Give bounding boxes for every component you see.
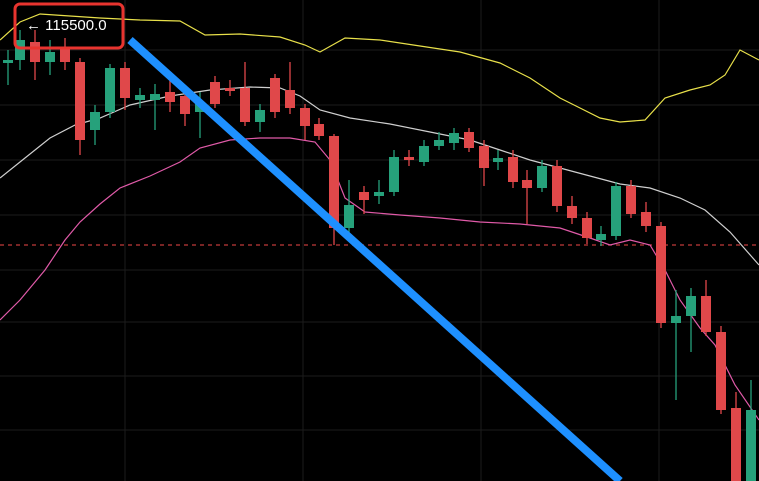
candle-body	[255, 110, 265, 122]
candle-body	[225, 88, 235, 91]
candle-body	[404, 157, 414, 160]
candle-body	[314, 124, 324, 136]
candle-body	[165, 92, 175, 102]
candle-body	[522, 180, 532, 188]
candle-body	[716, 332, 726, 410]
candle-body	[686, 296, 696, 316]
candle-body	[30, 42, 40, 62]
candle-body	[419, 146, 429, 162]
candle-body	[359, 192, 369, 200]
candle-body	[135, 95, 145, 100]
candle-body	[60, 48, 70, 62]
candle-body	[596, 234, 606, 240]
candle-body	[449, 133, 459, 143]
candle-body	[656, 226, 666, 323]
candle-body	[75, 62, 85, 140]
candle-body	[120, 68, 130, 98]
candle-body	[105, 68, 115, 112]
candle-body	[464, 132, 474, 148]
candle-body	[434, 140, 444, 146]
candle-body	[746, 410, 756, 481]
candle-body	[210, 82, 220, 104]
candle-body	[90, 112, 100, 130]
candle-body	[701, 296, 711, 332]
candle-body	[45, 52, 55, 62]
candle-body	[611, 186, 621, 236]
candle-body	[329, 136, 339, 228]
highlight-box	[13, 2, 125, 50]
candles	[3, 30, 756, 481]
candle-body	[671, 316, 681, 323]
candle-body	[389, 157, 399, 192]
candle-body	[285, 90, 295, 108]
candle-body	[479, 146, 489, 168]
candle-body	[537, 166, 547, 188]
candle-body	[626, 186, 636, 214]
candle-body	[270, 78, 280, 112]
upper-band	[0, 13, 759, 123]
candle-body	[3, 60, 13, 63]
price-label: ← 115500.0	[26, 17, 107, 34]
candle-body	[582, 218, 592, 238]
candle-body	[300, 108, 310, 126]
candle-body	[641, 212, 651, 226]
candle-body	[180, 96, 190, 114]
candle-body	[508, 157, 518, 182]
candle-body	[552, 166, 562, 206]
trend-line-thin	[129, 39, 331, 221]
candle-body	[374, 192, 384, 196]
candle-body	[731, 408, 741, 481]
candle-body	[150, 94, 160, 100]
middle-band	[0, 86, 759, 266]
candle-body	[15, 40, 25, 60]
candle-body	[493, 158, 503, 162]
candle-body	[567, 206, 577, 218]
candle-body	[344, 205, 354, 228]
candle-body	[240, 88, 250, 122]
